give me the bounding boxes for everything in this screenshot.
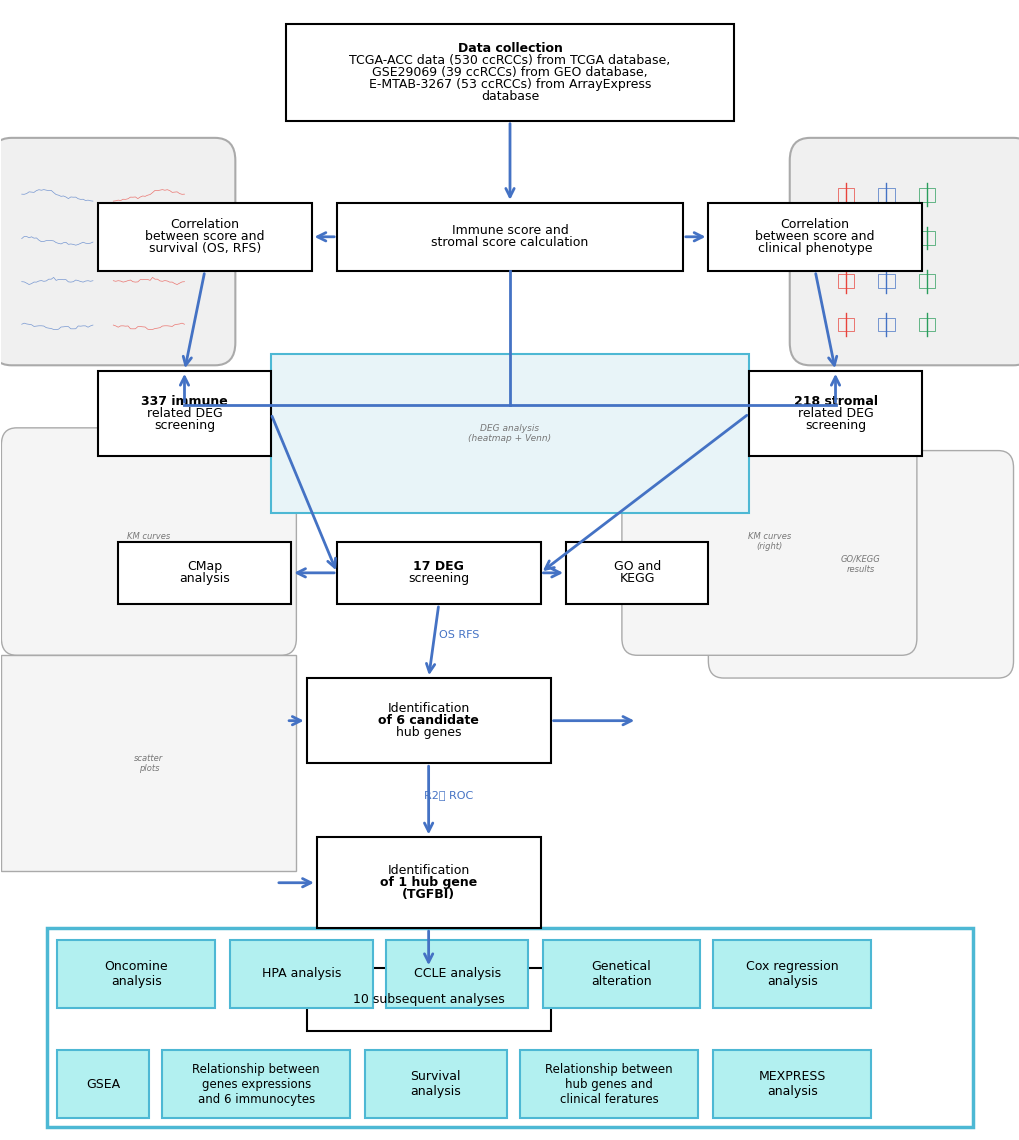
FancyBboxPatch shape: [1, 656, 297, 871]
FancyBboxPatch shape: [0, 138, 235, 365]
Text: Immune score and: Immune score and: [451, 225, 568, 237]
Text: survival
curves: survival curves: [97, 242, 129, 261]
FancyBboxPatch shape: [271, 353, 748, 513]
Text: KM curves
(right): KM curves (right): [747, 532, 791, 552]
Text: related DEG: related DEG: [147, 407, 222, 421]
FancyBboxPatch shape: [57, 1050, 149, 1118]
Text: database: database: [480, 90, 539, 104]
Text: OS RFS: OS RFS: [438, 630, 479, 641]
Text: 218 stromal: 218 stromal: [793, 396, 876, 408]
Text: Cox regression
analysis: Cox regression analysis: [745, 960, 838, 987]
Text: screening: screening: [804, 420, 865, 432]
Text: Correlation: Correlation: [170, 218, 239, 231]
FancyBboxPatch shape: [712, 939, 870, 1008]
FancyBboxPatch shape: [712, 1050, 870, 1118]
FancyBboxPatch shape: [748, 370, 921, 456]
FancyBboxPatch shape: [336, 203, 683, 271]
Text: CMap: CMap: [187, 560, 222, 573]
Text: TCGA-ACC data (530 ccRCCs) from TCGA database,: TCGA-ACC data (530 ccRCCs) from TCGA dat…: [350, 54, 669, 67]
Text: screening: screening: [408, 572, 469, 586]
Text: Correlation: Correlation: [780, 218, 849, 231]
Text: of 6 candidate: of 6 candidate: [378, 714, 479, 727]
Text: stromal score calculation: stromal score calculation: [431, 236, 588, 250]
Text: GO/KEGG
results: GO/KEGG results: [841, 555, 880, 575]
Text: analysis: analysis: [179, 572, 230, 586]
Text: Data collection: Data collection: [458, 42, 561, 55]
Text: Survival
analysis: Survival analysis: [410, 1070, 461, 1098]
Text: 17 DEG: 17 DEG: [413, 560, 464, 573]
FancyBboxPatch shape: [307, 968, 550, 1031]
Text: Oncomine
analysis: Oncomine analysis: [104, 960, 168, 987]
Text: survival (OS, RFS): survival (OS, RFS): [149, 243, 261, 255]
FancyBboxPatch shape: [542, 939, 699, 1008]
FancyBboxPatch shape: [622, 428, 916, 656]
FancyBboxPatch shape: [98, 203, 312, 271]
Text: Identification: Identification: [387, 864, 470, 877]
Text: GO and: GO and: [612, 560, 660, 573]
FancyBboxPatch shape: [364, 1050, 506, 1118]
Text: scatter
plots: scatter plots: [135, 754, 163, 773]
Text: Relationship between
hub genes and
clinical feratures: Relationship between hub genes and clini…: [545, 1062, 673, 1106]
FancyBboxPatch shape: [707, 450, 1013, 678]
Text: GSE29069 (39 ccRCCs) from GEO database,: GSE29069 (39 ccRCCs) from GEO database,: [372, 66, 647, 79]
Text: MEXPRESS
analysis: MEXPRESS analysis: [758, 1070, 825, 1098]
Text: HPA analysis: HPA analysis: [262, 967, 340, 980]
Text: related DEG: related DEG: [797, 407, 872, 421]
Text: hub genes: hub genes: [395, 726, 461, 740]
Text: E-MTAB-3267 (53 ccRCCs) from ArrayExpress: E-MTAB-3267 (53 ccRCCs) from ArrayExpres…: [369, 78, 650, 91]
Text: GSEA: GSEA: [86, 1077, 120, 1091]
FancyBboxPatch shape: [307, 678, 550, 764]
FancyBboxPatch shape: [162, 1050, 350, 1118]
Text: Relationship between
genes expressions
and 6 immunocytes: Relationship between genes expressions a…: [193, 1062, 320, 1106]
FancyBboxPatch shape: [1, 428, 297, 656]
Text: clinical phenotype: clinical phenotype: [757, 243, 871, 255]
FancyBboxPatch shape: [317, 837, 540, 928]
FancyBboxPatch shape: [566, 542, 707, 604]
Text: KM curves
(left): KM curves (left): [127, 532, 170, 552]
Text: Identification: Identification: [387, 702, 470, 715]
Text: 10 subsequent analyses: 10 subsequent analyses: [353, 993, 504, 1005]
Text: R2； ROC: R2； ROC: [424, 790, 473, 799]
FancyBboxPatch shape: [118, 542, 291, 604]
Text: 337 immune: 337 immune: [141, 396, 227, 408]
Text: (TGFBI): (TGFBI): [401, 888, 454, 902]
FancyBboxPatch shape: [789, 138, 1019, 365]
FancyBboxPatch shape: [47, 928, 972, 1127]
Text: CCLE analysis: CCLE analysis: [413, 967, 500, 980]
FancyBboxPatch shape: [286, 24, 733, 121]
FancyBboxPatch shape: [385, 939, 528, 1008]
FancyBboxPatch shape: [707, 203, 921, 271]
Text: Genetical
alteration: Genetical alteration: [590, 960, 651, 987]
Text: between score and: between score and: [755, 230, 874, 243]
FancyBboxPatch shape: [520, 1050, 697, 1118]
FancyBboxPatch shape: [230, 939, 372, 1008]
FancyBboxPatch shape: [336, 542, 540, 604]
Text: of 1 hub gene: of 1 hub gene: [380, 877, 477, 889]
Text: box
plots: box plots: [901, 242, 921, 261]
Text: between score and: between score and: [145, 230, 264, 243]
FancyBboxPatch shape: [57, 939, 215, 1008]
Text: KEGG: KEGG: [619, 572, 654, 586]
Text: screening: screening: [154, 420, 215, 432]
Text: DEG analysis
(heatmap + Venn): DEG analysis (heatmap + Venn): [468, 424, 551, 443]
FancyBboxPatch shape: [98, 370, 271, 456]
